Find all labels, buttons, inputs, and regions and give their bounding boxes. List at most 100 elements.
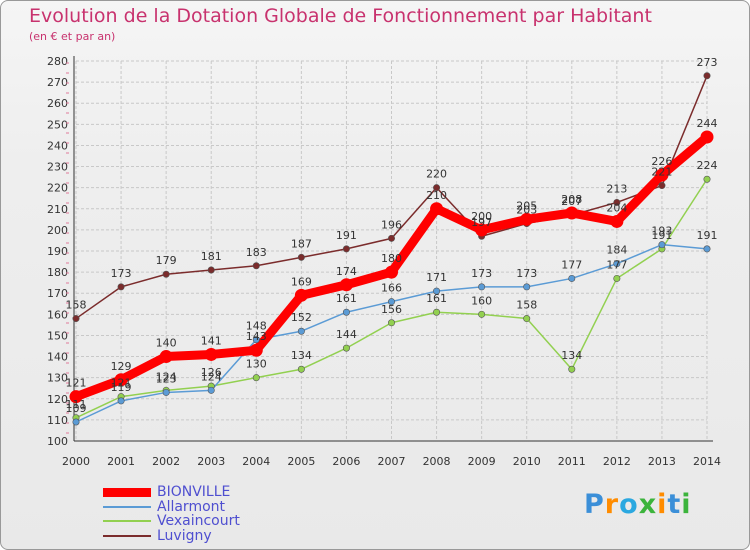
data-point xyxy=(204,347,218,361)
data-label: 161 xyxy=(426,292,447,305)
legend-swatch xyxy=(103,534,151,537)
y-tick-label: 130 xyxy=(47,372,68,385)
legend-label: Luvigny xyxy=(157,527,212,544)
data-label: 191 xyxy=(651,229,672,242)
data-label: 187 xyxy=(291,237,312,250)
data-label: 121 xyxy=(66,377,87,390)
data-point xyxy=(72,315,80,323)
x-tick-label: 2010 xyxy=(513,455,541,468)
data-point xyxy=(252,262,260,270)
data-point xyxy=(297,253,305,261)
data-point xyxy=(162,388,170,396)
legend-label: BIONVILLE xyxy=(157,484,231,500)
data-label: 156 xyxy=(381,303,402,316)
data-label: 226 xyxy=(651,155,672,168)
data-label: 197 xyxy=(471,216,492,229)
data-label: 210 xyxy=(426,189,447,202)
y-tick-label: 100 xyxy=(47,435,68,448)
data-label: 111 xyxy=(66,398,87,411)
logo-letter: t xyxy=(667,489,682,520)
logo-letter: P xyxy=(584,489,605,520)
y-tick-label: 140 xyxy=(47,351,68,364)
data-label: 124 xyxy=(156,370,177,383)
data-point xyxy=(342,344,350,352)
y-tick-label: 120 xyxy=(47,393,68,406)
data-label: 184 xyxy=(606,244,627,257)
data-label: 173 xyxy=(471,267,492,280)
data-point xyxy=(72,418,80,426)
data-label: 191 xyxy=(336,229,357,242)
data-label: 207 xyxy=(561,195,582,208)
data-label: 273 xyxy=(697,56,718,69)
data-label: 183 xyxy=(246,246,267,259)
y-tick-label: 240 xyxy=(47,139,68,152)
data-label: 134 xyxy=(561,349,582,362)
data-label: 174 xyxy=(336,265,357,278)
logo-letter: o xyxy=(619,489,639,520)
data-point xyxy=(703,245,711,253)
data-point xyxy=(655,168,669,182)
logo-letter: x xyxy=(638,489,658,520)
data-label: 213 xyxy=(606,182,627,195)
data-point xyxy=(342,308,350,316)
data-label: 169 xyxy=(291,275,312,288)
data-label: 177 xyxy=(606,258,627,271)
data-point xyxy=(252,374,260,382)
data-point xyxy=(117,283,125,291)
data-point xyxy=(658,182,666,190)
data-label: 173 xyxy=(111,267,132,280)
data-label: 221 xyxy=(651,166,672,179)
chart-subtitle: (en € et par an) xyxy=(29,30,116,43)
data-point xyxy=(523,315,531,323)
data-point xyxy=(387,319,395,327)
data-label: 141 xyxy=(201,334,222,347)
y-tick-label: 250 xyxy=(47,118,68,131)
x-tick-label: 2005 xyxy=(287,455,315,468)
y-tick-label: 200 xyxy=(47,224,68,237)
data-point xyxy=(162,270,170,278)
data-point xyxy=(207,266,215,274)
data-point xyxy=(387,234,395,242)
data-label: 200 xyxy=(471,210,492,223)
logo-letter: i xyxy=(657,489,668,520)
data-label: 191 xyxy=(697,229,718,242)
data-label: 121 xyxy=(111,377,132,390)
data-point xyxy=(613,198,621,206)
data-point xyxy=(387,298,395,306)
data-label: 171 xyxy=(426,271,447,284)
legend-item-allarmont: Allarmont xyxy=(103,499,225,515)
data-label: 208 xyxy=(561,193,582,206)
data-point xyxy=(613,260,621,268)
x-tick-label: 2003 xyxy=(197,455,225,468)
y-tick-label: 210 xyxy=(47,203,68,216)
data-point xyxy=(433,308,441,316)
data-label: 179 xyxy=(156,254,177,267)
x-tick-label: 2012 xyxy=(603,455,631,468)
x-tick-label: 2013 xyxy=(648,455,676,468)
data-label: 161 xyxy=(336,292,357,305)
data-label: 177 xyxy=(561,258,582,271)
y-tick-label: 150 xyxy=(47,329,68,342)
data-point xyxy=(700,130,714,144)
data-label: 244 xyxy=(697,117,718,130)
data-label: 124 xyxy=(201,370,222,383)
data-label: 148 xyxy=(246,320,267,333)
data-point xyxy=(475,223,489,237)
data-label: 180 xyxy=(381,252,402,265)
data-point xyxy=(568,274,576,282)
data-label: 144 xyxy=(336,328,357,341)
legend-swatch xyxy=(103,487,151,497)
data-point xyxy=(433,287,441,295)
data-label: 158 xyxy=(516,299,537,312)
legend-item-luvigny: Luvigny xyxy=(103,528,212,544)
data-label: 152 xyxy=(291,311,312,324)
data-label: 123 xyxy=(156,372,177,385)
data-point xyxy=(565,206,579,220)
y-tick-label: 270 xyxy=(47,76,68,89)
data-point xyxy=(207,386,215,394)
data-label: 160 xyxy=(471,294,492,307)
data-label: 224 xyxy=(697,159,718,172)
proxiti-logo: Proxiti xyxy=(584,489,692,520)
legend-swatch xyxy=(103,520,151,522)
